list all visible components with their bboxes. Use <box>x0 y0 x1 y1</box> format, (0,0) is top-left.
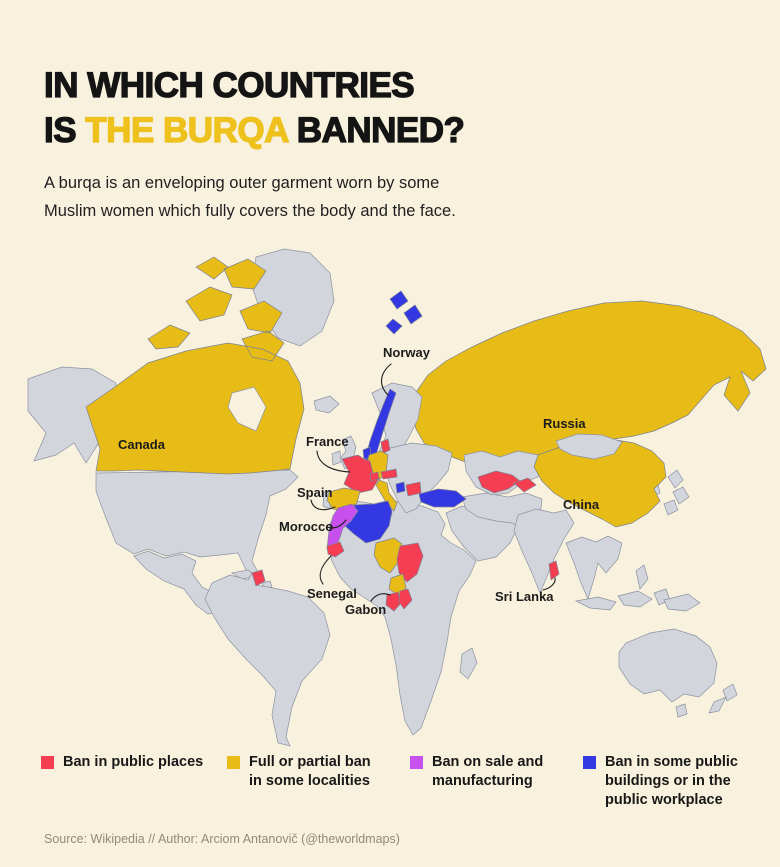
country-sri-lanka <box>548 560 560 581</box>
landmass-africa <box>327 499 477 736</box>
title-highlight: THE BURQA <box>85 110 289 150</box>
country-austria <box>380 468 398 480</box>
map-label-norway: Norway <box>383 345 430 360</box>
country-chad <box>396 542 424 583</box>
map-label-sri-lanka: Sri Lanka <box>495 589 554 604</box>
pointer-line-gabon <box>370 593 391 602</box>
map-label-gabon: Gabon <box>345 602 387 617</box>
legend-swatch-sale-ban <box>410 756 423 769</box>
country-french-guiana <box>251 569 266 587</box>
title-line-1: IN WHICH COUNTRIES <box>43 65 415 105</box>
map-label-russia: Russia <box>543 416 586 431</box>
landmass-australia <box>618 628 718 703</box>
world-map: Norway Canada Russia France Spain China … <box>0 243 780 748</box>
landmass-madagascar <box>459 647 478 680</box>
map-label-china: China <box>563 497 600 512</box>
landmass-papua <box>663 593 701 612</box>
landmass-indonesia <box>574 588 671 611</box>
legend-item-sale-ban: Ban on sale and manufacturing <box>410 753 543 791</box>
title-line-2-prefix: IS <box>43 110 86 150</box>
landmass-india <box>513 508 575 594</box>
world-map-svg <box>27 248 767 747</box>
pointer-line-sri-lanka <box>542 577 556 591</box>
country-tajikistan <box>513 477 537 493</box>
map-label-canada: Canada <box>118 437 165 452</box>
country-congo <box>398 588 413 610</box>
landmass-iceland <box>313 395 340 414</box>
country-gabon <box>385 591 402 612</box>
map-label-senegal: Senegal <box>307 586 357 601</box>
country-senegal <box>326 541 345 558</box>
country-turkey <box>418 488 467 508</box>
legend-label-sale-ban: Ban on sale and manufacturing <box>432 754 544 789</box>
country-switzerland <box>369 471 380 482</box>
country-kosovo <box>395 481 406 494</box>
subtitle: A burqa is an enveloping outer garment w… <box>44 174 456 220</box>
country-morocco <box>326 503 359 553</box>
legend-swatch-building-ban <box>583 756 596 769</box>
landmass-ireland <box>331 450 342 466</box>
legend-label-partial-ban: Full or partial ban in some localities <box>249 754 371 789</box>
landmass-new-zealand <box>708 683 738 714</box>
pointer-line-morocco <box>326 519 347 529</box>
map-label-france: France <box>306 434 349 449</box>
source-credit: Source: Wikipedia // Author: Arciom Anta… <box>44 832 400 846</box>
landmass-southeast-asia <box>565 535 623 601</box>
legend-item-ban-public: Ban in public places <box>41 753 203 772</box>
landmass-japan <box>663 469 690 516</box>
legend-label-building-ban: Ban in some public buildings or in the p… <box>605 754 738 808</box>
landmass-alaska <box>27 366 117 464</box>
page-title: IN WHICH COUNTRIES IS THE BURQA BANNED? <box>43 63 465 153</box>
country-svalbard <box>385 290 423 335</box>
legend-item-partial-ban: Full or partial ban in some localities <box>227 753 371 791</box>
legend-swatch-partial-ban <box>227 756 240 769</box>
pointer-line-norway <box>381 363 392 396</box>
pointer-line-france <box>316 450 351 473</box>
country-bulgaria <box>405 481 422 497</box>
landmass-usa <box>95 469 299 577</box>
country-niger <box>373 537 403 574</box>
country-denmark <box>380 438 391 454</box>
legend-item-building-ban: Ban in some public buildings or in the p… <box>583 753 738 810</box>
legend-swatch-ban-public <box>41 756 54 769</box>
pointer-line-spain <box>310 499 336 511</box>
hudson-bay <box>227 386 267 432</box>
pointer-line-senegal <box>319 555 332 585</box>
country-uzbekistan <box>477 470 521 494</box>
landmass-tasmania <box>675 703 688 718</box>
title-line-2-suffix: BANNED? <box>287 110 465 150</box>
map-label-spain: Spain <box>297 485 333 500</box>
legend-label-ban-public: Ban in public places <box>63 754 204 770</box>
map-label-morocco: Morocco <box>279 519 334 534</box>
landmass-philippines <box>635 564 649 590</box>
landmass-mongolia <box>555 433 623 460</box>
